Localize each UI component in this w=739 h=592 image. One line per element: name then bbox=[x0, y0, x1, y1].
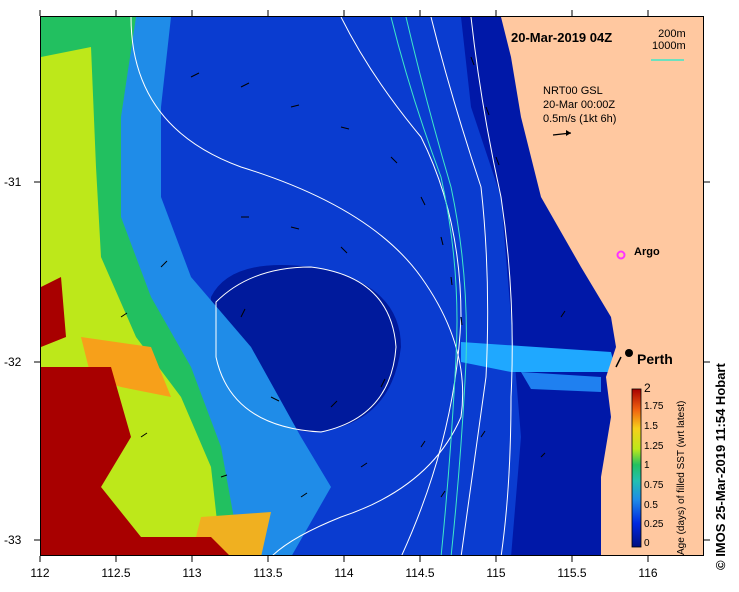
y-tick: -33 bbox=[4, 533, 22, 547]
argo-marker bbox=[616, 250, 626, 260]
x-tick: 114.5 bbox=[405, 566, 435, 580]
cb-tick: 1.25 bbox=[644, 441, 664, 452]
current-key: NRT00 GSL 20-Mar 00:00Z 0.5m/s (1kt 6h) bbox=[543, 84, 616, 126]
x-tick: 115.5 bbox=[557, 566, 587, 580]
cb-tick: 0 bbox=[644, 538, 650, 549]
x-tick: 115 bbox=[486, 566, 506, 580]
cb-tick: 0.75 bbox=[644, 480, 664, 491]
colorbar-gradient bbox=[631, 388, 642, 548]
current-key-source: NRT00 GSL bbox=[543, 85, 603, 97]
depth-200m-label: 200m bbox=[658, 28, 686, 40]
orange-patch-1 bbox=[81, 337, 171, 397]
argo-label: Argo bbox=[634, 246, 660, 258]
x-tick: 116 bbox=[638, 566, 658, 580]
y-tick: -31 bbox=[4, 175, 22, 189]
credit-text: © IMOS 25-Mar-2019 11:54 Hobart bbox=[713, 363, 728, 570]
x-tick: 112.5 bbox=[101, 566, 131, 580]
sst-age-map bbox=[41, 17, 703, 555]
current-key-scale: 0.5m/s (1kt 6h) bbox=[543, 113, 617, 125]
x-tick: 113.5 bbox=[253, 566, 283, 580]
cb-tick: 1 bbox=[644, 460, 650, 471]
bathymetry-contours bbox=[130, 17, 513, 555]
current-key-time: 20-Mar 00:00Z bbox=[543, 99, 616, 111]
x-tick: 112 bbox=[30, 566, 50, 580]
map-panel[interactable] bbox=[40, 16, 704, 556]
red-patch-2 bbox=[41, 277, 66, 347]
cyan-contours bbox=[390, 17, 467, 555]
map-title: 20-Mar-2019 04Z bbox=[511, 30, 613, 45]
land-mass bbox=[501, 17, 703, 555]
depth-1000m-label: 1000m bbox=[652, 40, 686, 52]
cb-tick: 0.5 bbox=[644, 500, 658, 511]
red-patch-1 bbox=[41, 367, 229, 555]
perth-marker bbox=[625, 349, 633, 357]
current-vectors bbox=[120, 56, 566, 498]
cb-tick: 1.75 bbox=[644, 401, 664, 412]
cb-tick: 2 bbox=[644, 381, 651, 395]
coastal-cyan-strip bbox=[461, 342, 616, 372]
x-tick: 113 bbox=[182, 566, 202, 580]
cb-tick: 0.25 bbox=[644, 519, 664, 530]
depth-legend: 200m 1000m bbox=[652, 28, 686, 52]
x-tick: 114 bbox=[334, 566, 354, 580]
y-tick: -32 bbox=[4, 355, 22, 369]
cb-tick: 1.5 bbox=[644, 421, 658, 432]
coastal-strip-2 bbox=[521, 372, 601, 392]
perth-label: Perth bbox=[637, 351, 673, 367]
